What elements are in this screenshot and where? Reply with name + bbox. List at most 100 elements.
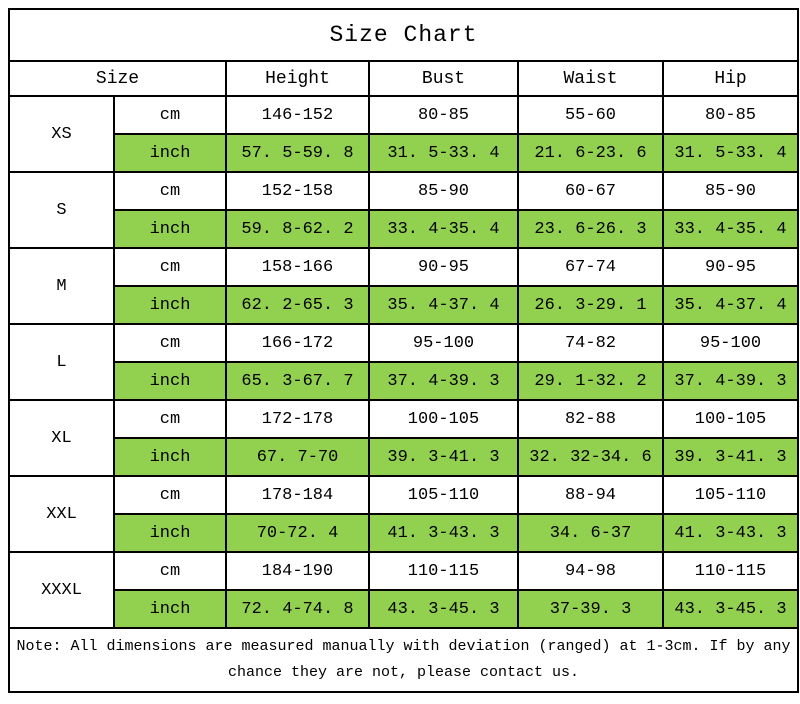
value-cell: 105-110	[368, 475, 519, 515]
table-row: inch 72. 4-74. 8 43. 3-45. 3 37-39. 3 43…	[9, 589, 800, 629]
value-cell: 110-115	[368, 551, 519, 591]
table-row: XXL cm 178-184 105-110 88-94 105-110	[8, 475, 800, 553]
value-cell: 100-105	[661, 399, 800, 439]
size-label-m: M	[8, 247, 115, 325]
table-row: L cm 166-172 95-100 74-82 95-100	[8, 323, 800, 401]
table-row: inch 59. 8-62. 2 33. 4-35. 4 23. 6-26. 3…	[9, 209, 800, 249]
chart-title: Size Chart	[7, 8, 800, 62]
column-header-bust: Bust	[368, 60, 519, 97]
value-cell: 33. 4-35. 4	[368, 209, 519, 249]
value-cell: 31. 5-33. 4	[368, 133, 519, 173]
unit-label-inch: inch	[113, 513, 227, 553]
unit-label-cm: cm	[113, 475, 227, 515]
header-row: Size Height Bust Waist Hip	[8, 60, 800, 97]
value-cell: 85-90	[661, 171, 800, 211]
value-cell: 39. 3-41. 3	[368, 437, 519, 477]
value-cell: 105-110	[661, 475, 800, 515]
column-header-waist: Waist	[517, 60, 664, 97]
table-row: XS cm 146-152 80-85 55-60 80-85	[8, 95, 800, 173]
value-cell: 85-90	[368, 171, 519, 211]
unit-label-inch: inch	[113, 589, 227, 629]
value-cell: 60-67	[517, 171, 664, 211]
value-cell: 80-85	[661, 95, 800, 135]
value-cell: 55-60	[517, 95, 664, 135]
value-cell: 41. 3-43. 3	[661, 513, 800, 553]
value-cell: 88-94	[517, 475, 664, 515]
value-cell: 74-82	[517, 323, 664, 363]
value-cell: 80-85	[368, 95, 519, 135]
value-cell: 95-100	[661, 323, 800, 363]
value-cell: 59. 8-62. 2	[225, 209, 370, 249]
value-cell: 158-166	[225, 247, 370, 287]
value-cell: 23. 6-26. 3	[517, 209, 664, 249]
value-cell: 65. 3-67. 7	[225, 361, 370, 401]
value-cell: 33. 4-35. 4	[661, 209, 800, 249]
value-cell: 184-190	[225, 551, 370, 591]
value-cell: 90-95	[661, 247, 800, 287]
unit-label-cm: cm	[113, 95, 227, 135]
unit-label-inch: inch	[113, 133, 227, 173]
value-cell: 37. 4-39. 3	[368, 361, 519, 401]
column-header-height: Height	[225, 60, 370, 97]
note-text: Note: All dimensions are measured manual…	[7, 627, 800, 693]
unit-label-inch: inch	[113, 437, 227, 477]
value-cell: 43. 3-45. 3	[661, 589, 800, 629]
size-label-xl: XL	[8, 399, 115, 477]
value-cell: 35. 4-37. 4	[368, 285, 519, 325]
value-cell: 94-98	[517, 551, 664, 591]
value-cell: 178-184	[225, 475, 370, 515]
value-cell: 67-74	[517, 247, 664, 287]
value-cell: 21. 6-23. 6	[517, 133, 664, 173]
value-cell: 152-158	[225, 171, 370, 211]
value-cell: 35. 4-37. 4	[661, 285, 800, 325]
unit-label-inch: inch	[113, 361, 227, 401]
unit-label-cm: cm	[113, 171, 227, 211]
unit-label-inch: inch	[113, 209, 227, 249]
value-cell: 72. 4-74. 8	[225, 589, 370, 629]
table-row: inch 67. 7-70 39. 3-41. 3 32. 32-34. 6 3…	[9, 437, 800, 477]
value-cell: 29. 1-32. 2	[517, 361, 664, 401]
value-cell: 34. 6-37	[517, 513, 664, 553]
size-chart: Size Chart Size Height Bust Waist Hip XS…	[7, 8, 800, 693]
unit-label-cm: cm	[113, 399, 227, 439]
value-cell: 172-178	[225, 399, 370, 439]
value-cell: 82-88	[517, 399, 664, 439]
value-cell: 146-152	[225, 95, 370, 135]
value-cell: 166-172	[225, 323, 370, 363]
table-row: XL cm 172-178 100-105 82-88 100-105	[8, 399, 800, 477]
unit-label-cm: cm	[113, 551, 227, 591]
table-row: S cm 152-158 85-90 60-67 85-90	[8, 171, 800, 249]
value-cell: 41. 3-43. 3	[368, 513, 519, 553]
table-row: inch 57. 5-59. 8 31. 5-33. 4 21. 6-23. 6…	[9, 133, 800, 173]
value-cell: 37. 4-39. 3	[661, 361, 800, 401]
value-cell: 90-95	[368, 247, 519, 287]
table-row: XXXL cm 184-190 110-115 94-98 110-115	[8, 551, 800, 629]
size-label-xs: XS	[8, 95, 115, 173]
value-cell: 39. 3-41. 3	[661, 437, 800, 477]
value-cell: 43. 3-45. 3	[368, 589, 519, 629]
table-row: inch 62. 2-65. 3 35. 4-37. 4 26. 3-29. 1…	[9, 285, 800, 325]
column-header-size: Size	[8, 60, 227, 97]
size-label-xxxl: XXXL	[8, 551, 115, 629]
value-cell: 57. 5-59. 8	[225, 133, 370, 173]
value-cell: 31. 5-33. 4	[661, 133, 800, 173]
size-label-s: S	[8, 171, 115, 249]
size-label-xxl: XXL	[8, 475, 115, 553]
value-cell: 100-105	[368, 399, 519, 439]
unit-label-cm: cm	[113, 247, 227, 287]
value-cell: 67. 7-70	[225, 437, 370, 477]
value-cell: 95-100	[368, 323, 519, 363]
unit-label-inch: inch	[113, 285, 227, 325]
value-cell: 32. 32-34. 6	[517, 437, 664, 477]
title-row: Size Chart	[7, 8, 800, 62]
value-cell: 70-72. 4	[225, 513, 370, 553]
value-cell: 110-115	[661, 551, 800, 591]
unit-label-cm: cm	[113, 323, 227, 363]
column-header-hip: Hip	[661, 60, 800, 97]
table-row: inch 70-72. 4 41. 3-43. 3 34. 6-37 41. 3…	[9, 513, 800, 553]
value-cell: 37-39. 3	[517, 589, 664, 629]
size-label-l: L	[8, 323, 115, 401]
table-row: inch 65. 3-67. 7 37. 4-39. 3 29. 1-32. 2…	[9, 361, 800, 401]
value-cell: 62. 2-65. 3	[225, 285, 370, 325]
size-chart-table: Size Chart Size Height Bust Waist Hip XS…	[7, 8, 800, 693]
